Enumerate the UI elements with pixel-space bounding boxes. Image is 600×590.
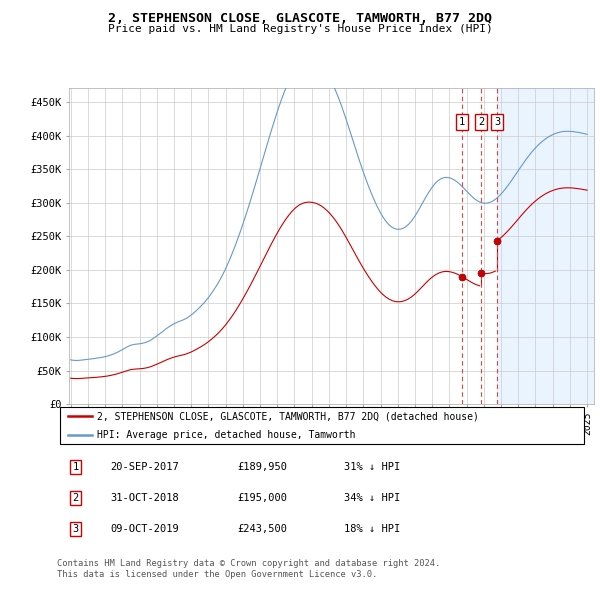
Text: 2, STEPHENSON CLOSE, GLASCOTE, TAMWORTH, B77 2DQ: 2, STEPHENSON CLOSE, GLASCOTE, TAMWORTH,…: [108, 12, 492, 25]
Text: £189,950: £189,950: [238, 462, 287, 472]
Text: 20-SEP-2017: 20-SEP-2017: [110, 462, 179, 472]
Text: 3: 3: [494, 117, 500, 127]
Text: 31% ↓ HPI: 31% ↓ HPI: [344, 462, 400, 472]
FancyBboxPatch shape: [59, 407, 584, 444]
Text: 2, STEPHENSON CLOSE, GLASCOTE, TAMWORTH, B77 2DQ (detached house): 2, STEPHENSON CLOSE, GLASCOTE, TAMWORTH,…: [97, 411, 479, 421]
Text: 18% ↓ HPI: 18% ↓ HPI: [344, 524, 400, 534]
Text: 2: 2: [478, 117, 484, 127]
Text: Contains HM Land Registry data © Crown copyright and database right 2024.
This d: Contains HM Land Registry data © Crown c…: [57, 559, 440, 579]
Text: 31-OCT-2018: 31-OCT-2018: [110, 493, 179, 503]
Text: £243,500: £243,500: [238, 524, 287, 534]
Text: HPI: Average price, detached house, Tamworth: HPI: Average price, detached house, Tamw…: [97, 430, 355, 440]
Text: 34% ↓ HPI: 34% ↓ HPI: [344, 493, 400, 503]
Text: 1: 1: [459, 117, 465, 127]
Text: Price paid vs. HM Land Registry's House Price Index (HPI): Price paid vs. HM Land Registry's House …: [107, 24, 493, 34]
Text: 09-OCT-2019: 09-OCT-2019: [110, 524, 179, 534]
Text: 3: 3: [73, 524, 79, 534]
Text: £195,000: £195,000: [238, 493, 287, 503]
Text: 1: 1: [73, 462, 79, 472]
Bar: [497, 88, 594, 404]
Text: 2: 2: [73, 493, 79, 503]
